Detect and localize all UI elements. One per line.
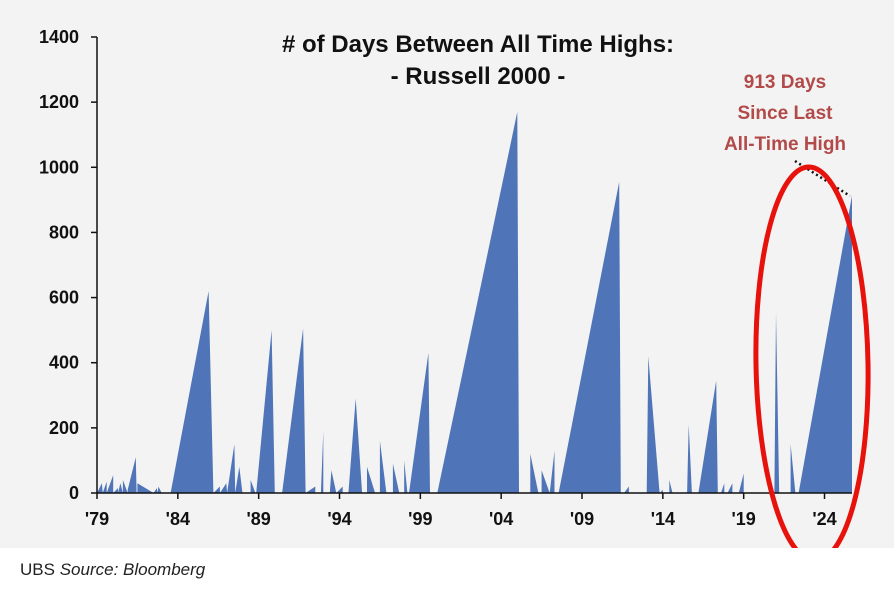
y-tick-label: 0 xyxy=(69,483,79,503)
x-tick-label: '09 xyxy=(570,509,594,529)
x-tick-label: '14 xyxy=(651,509,675,529)
annotation-line1: 913 Days xyxy=(744,72,826,93)
annotation-line2: Since Last xyxy=(737,103,833,124)
source-text: Source: Bloomberg xyxy=(59,560,206,579)
annotation-line3: All-Time High xyxy=(724,134,846,155)
y-tick-label: 200 xyxy=(49,418,79,438)
chart-panel: # of Days Between All Time Highs: - Russ… xyxy=(0,0,894,548)
y-tick-label: 1200 xyxy=(39,92,79,112)
x-tick-label: '24 xyxy=(812,509,836,529)
chart-title-line1: # of Days Between All Time Highs: xyxy=(282,31,674,58)
y-tick-label: 600 xyxy=(49,288,79,308)
y-tick-label: 1000 xyxy=(39,157,79,177)
x-tick-label: '99 xyxy=(408,509,432,529)
source-prefix: UBS xyxy=(20,560,55,579)
y-tick-label: 800 xyxy=(49,222,79,242)
series-area-0 xyxy=(97,111,852,494)
x-tick-label: '19 xyxy=(732,509,756,529)
x-tick-label: '79 xyxy=(85,509,109,529)
axes: 0 200 400 600 800 1000 1200 1400 '79 '84 '89 '94 '99… xyxy=(39,27,852,529)
source-footer: UBS Source: Bloomberg xyxy=(20,560,205,580)
x-tick-label: '89 xyxy=(247,509,271,529)
plot-area xyxy=(97,111,852,494)
y-tick-label: 400 xyxy=(49,353,79,373)
chart-title-line2: - Russell 2000 - xyxy=(391,63,566,90)
x-tick-label: '94 xyxy=(327,509,351,529)
highlight-circle xyxy=(753,164,871,548)
y-tick-label: 1400 xyxy=(39,27,79,47)
x-tick-label: '84 xyxy=(166,509,190,529)
x-tick-label: '04 xyxy=(489,509,513,529)
chart-svg: # of Days Between All Time Highs: - Russ… xyxy=(39,27,871,548)
